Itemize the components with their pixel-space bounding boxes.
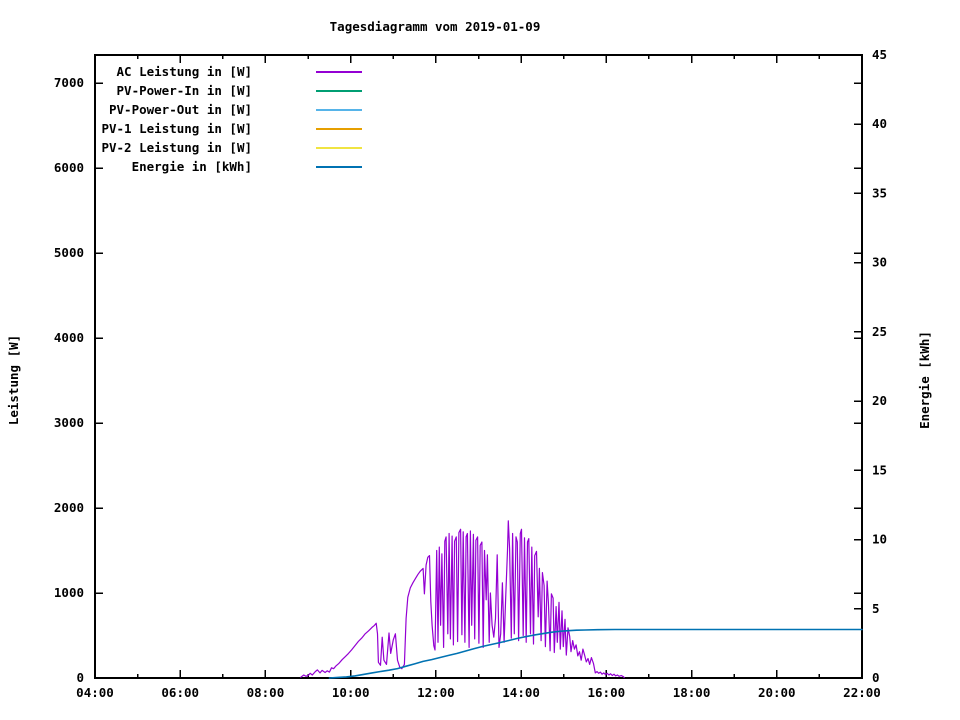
y-axis-tick-label: 3000 [54,415,84,430]
y2-axis-tick-label: 45 [872,47,887,62]
y2-axis-tick-label: 25 [872,324,887,339]
legend-label: AC Leistung in [W] [117,64,252,79]
y2-axis-label: Energie [kWh] [917,331,932,429]
legend-item: PV-2 Leistung in [W] [101,140,362,155]
y2-axis-tick-label: 40 [872,116,887,131]
y2-axis-tick-label: 10 [872,532,887,547]
y2-axis-tick-label: 0 [872,670,880,685]
x-axis-tick-label: 20:00 [758,685,796,700]
plot-axes: 04:00 06:00 08:00 10:00 12:00 14:00 16:00 18:00… [54,47,887,700]
y2-axis-tick-label: 5 [872,601,880,616]
legend-item: PV-Power-Out in [W] [109,102,362,117]
x-axis-tick-label: 10:00 [332,685,370,700]
y2-axis-tick-label: 15 [872,462,887,477]
y-axis-tick-label: 6000 [54,160,84,175]
legend-item: PV-1 Leistung in [W] [101,121,362,136]
x-axis-tick-label: 08:00 [247,685,285,700]
legend-label: PV-2 Leistung in [W] [101,140,252,155]
y2-axis-tick-label: 20 [872,393,887,408]
y-axis-tick-label: 2000 [54,500,84,515]
y-axis-tick-label: 0 [76,670,84,685]
legend-label: PV-Power-In in [W] [117,83,252,98]
series-line-ac-leistung-in-w [300,520,625,679]
legend-item: Energie in [kWh] [132,159,362,174]
legend-item: PV-Power-In in [W] [117,83,362,98]
y-axis-tick-label: 7000 [54,75,84,90]
chart-title: Tagesdiagramm vom 2019-01-09 [330,19,541,34]
plot-series [300,520,863,679]
legend-item: AC Leistung in [W] [117,64,362,79]
y2-axis-tick-label: 30 [872,255,887,270]
x-axis-tick-label: 06:00 [161,685,199,700]
x-axis-tick-label: 12:00 [417,685,455,700]
legend-label: PV-Power-Out in [W] [109,102,252,117]
legend: AC Leistung in [W] PV-Power-In in [W] PV-P… [101,64,362,174]
y-axis-tick-label: 4000 [54,330,84,345]
y-axis-tick-label: 5000 [54,245,84,260]
y2-axis-tick-label: 35 [872,185,887,200]
legend-label: Energie in [kWh] [132,159,252,174]
x-axis-tick-label: 04:00 [76,685,114,700]
legend-label: PV-1 Leistung in [W] [101,121,252,136]
x-axis-tick-label: 16:00 [588,685,626,700]
x-axis-tick-label: 14:00 [502,685,540,700]
y-axis-label: Leistung [W] [6,335,21,425]
y-axis-tick-label: 1000 [54,585,84,600]
x-axis-tick-label: 22:00 [843,685,881,700]
x-axis-tick-label: 18:00 [673,685,711,700]
series-line-energie-in-kwh [328,628,863,679]
